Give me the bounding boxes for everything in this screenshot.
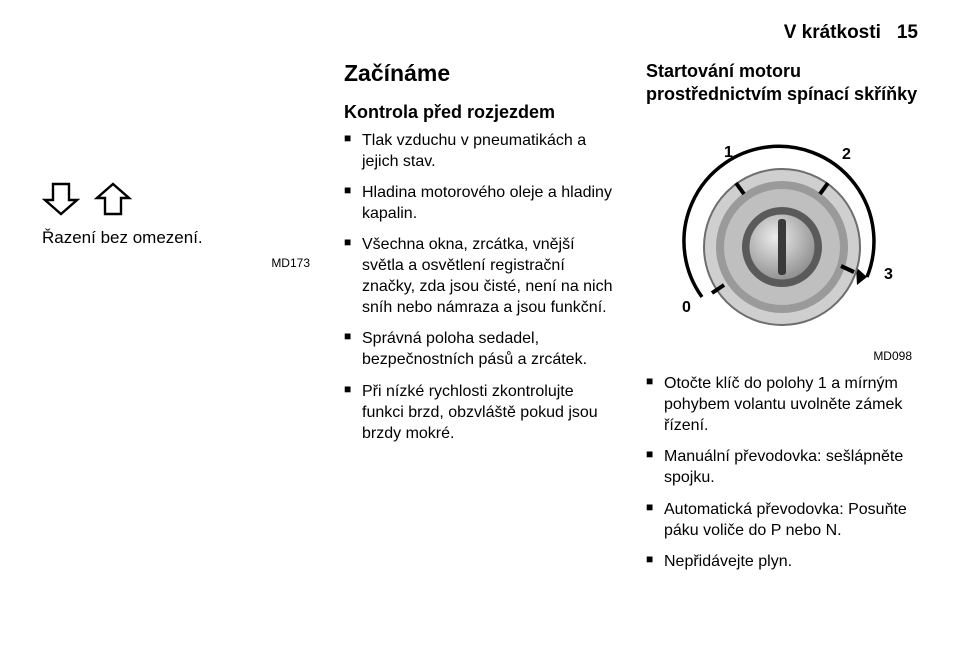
middle-column: Začínáme Kontrola před rozjezdem Tlak vz… [344, 60, 616, 582]
list-item: Hladina motorového oleje a hladiny kapal… [344, 182, 616, 224]
ignition-heading: Startování motoru prostřednictvím spínac… [646, 60, 918, 105]
checklist: Tlak vzduchu v pneumatikách a jejich sta… [344, 130, 616, 444]
header-section-title: V krátkosti [784, 22, 881, 44]
list-item: Všechna okna, zrcátka, vnější světla a o… [344, 234, 616, 318]
shift-arrows [42, 180, 314, 218]
list-item: Správná poloha sedadel, bezpečnostních p… [344, 328, 616, 370]
list-item: Manuální převodovka: sešlápněte spojku. [646, 446, 918, 488]
section-heading: Začínáme [344, 60, 616, 87]
list-item: Tlak vzduchu v pneumatikách a jejich sta… [344, 130, 616, 172]
list-item: Automatická převodovka: Posuňte páku vol… [646, 499, 918, 541]
three-column-layout: Řazení bez omezení. MD173 Začínáme Kontr… [42, 60, 918, 582]
list-item: Při nízké rychlosti zkontrolujte funkci … [344, 381, 616, 444]
svg-text:3: 3 [884, 266, 893, 283]
list-item: Otočte klíč do polohy 1 a mírným pohybem… [646, 373, 918, 436]
arrow-up-icon [94, 180, 132, 218]
page: V krátkosti 15 Řazení bez omezení. MD173… [0, 0, 960, 659]
dial-image-code: MD098 [646, 349, 918, 363]
ignition-dial-figure: 0 1 2 3 [652, 117, 912, 347]
svg-text:2: 2 [842, 146, 851, 163]
svg-text:0: 0 [682, 299, 691, 316]
right-column: Startování motoru prostřednictvím spínac… [646, 60, 918, 582]
ignition-heading-line2: prostřednictvím spínací skříňky [646, 84, 917, 104]
page-header: V krátkosti 15 [42, 22, 918, 44]
arrow-down-icon [42, 180, 80, 218]
start-procedure-list: Otočte klíč do polohy 1 a mírným pohybem… [646, 373, 918, 572]
svg-text:1: 1 [724, 144, 733, 161]
list-item: Nepřidávejte plyn. [646, 551, 918, 572]
left-caption: Řazení bez omezení. [42, 228, 314, 248]
checklist-heading: Kontrola před rozjezdem [344, 101, 616, 124]
left-image-code: MD173 [42, 256, 314, 270]
header-page-number: 15 [897, 22, 918, 44]
left-column: Řazení bez omezení. MD173 [42, 60, 314, 582]
ignition-heading-line1: Startování motoru [646, 61, 801, 81]
ignition-dial-icon: 0 1 2 3 [652, 117, 912, 347]
